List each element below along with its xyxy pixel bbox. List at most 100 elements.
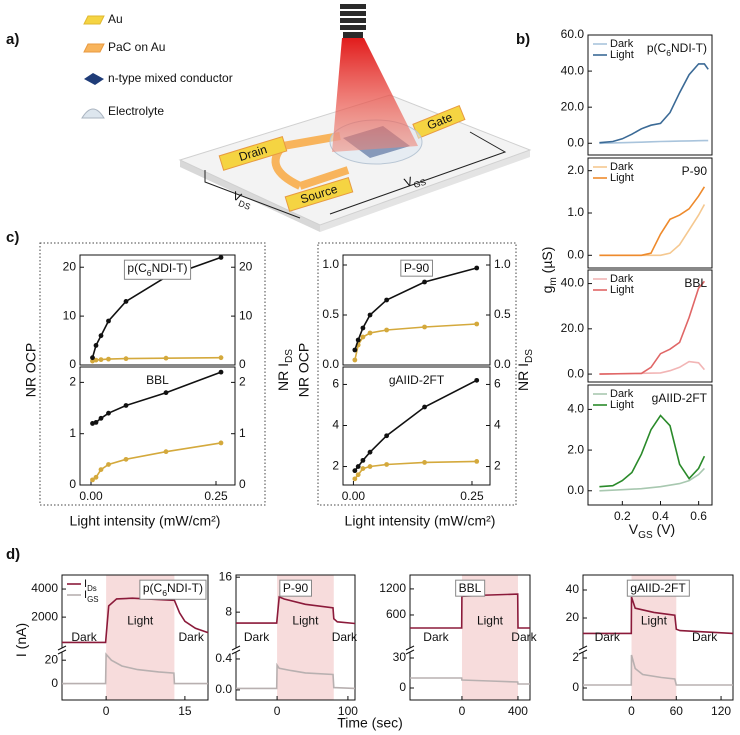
data-point (106, 462, 111, 467)
x-tick-label: 60 (670, 704, 684, 718)
data-point (90, 477, 95, 483)
data-point (218, 255, 224, 260)
title-box (400, 259, 433, 277)
text-part: I (84, 578, 87, 590)
y-tick-label: 600 (386, 607, 406, 621)
text-part: V (629, 521, 639, 537)
pad (218, 135, 288, 171)
y2-tick-label: 0.4 (215, 651, 232, 665)
annotation: Light (127, 614, 154, 628)
y2-tick-label: 20 (239, 259, 253, 273)
text-part: I (nA) (13, 623, 29, 657)
data-point (106, 318, 111, 324)
data-point (474, 377, 480, 383)
vgs-label: VGS (403, 170, 428, 193)
series-line (583, 654, 733, 686)
legend-label: Light (610, 172, 634, 184)
data-point (355, 337, 361, 343)
y-tick-label: 2.0 (567, 442, 584, 456)
y-tick-label: 1200 (379, 581, 406, 595)
y2-tick-label: 0 (399, 680, 406, 694)
y-tick-label: 0 (69, 357, 76, 371)
y-tick-label: 0.0 (567, 135, 584, 149)
data-point (384, 462, 390, 467)
data-point (474, 321, 480, 327)
x-tick-label: 0.00 (342, 489, 366, 503)
y2-tick-label: 0 (572, 680, 579, 694)
y-tick-label: 2000 (31, 609, 58, 623)
y2-tick-label: 0.0 (215, 682, 232, 696)
y-tick-label: 40.0 (561, 63, 585, 77)
drain-pad: Drain (218, 135, 288, 171)
data-point (106, 356, 111, 362)
y-tick-label: 20 (566, 610, 580, 624)
data-point (123, 403, 129, 408)
x-axis-label: Light intensity (mW/cm²) (70, 513, 221, 529)
data-point (106, 410, 111, 416)
y-axis-label: gm (µS) (539, 247, 559, 294)
text-part: NDI-T) (167, 581, 203, 595)
legend-text: Au (108, 12, 123, 26)
data-point (163, 449, 169, 455)
data-point (367, 449, 373, 455)
data-point (384, 327, 390, 333)
annotation: Dark (71, 630, 97, 644)
axis-break-gap (581, 648, 585, 652)
pad (284, 176, 354, 212)
data-point (422, 404, 427, 410)
series-line (599, 360, 706, 375)
axis-break-gap (408, 648, 412, 652)
data-point (163, 390, 169, 396)
y-tick-label: 1.0 (567, 205, 584, 219)
x-tick-label: 100 (338, 704, 358, 718)
y-tick-label: 1 (69, 426, 76, 440)
x-tick-label: 0.4 (652, 509, 669, 523)
y-tick-label: 40.0 (561, 276, 585, 290)
group-frame (39, 242, 266, 506)
conductor-swatch (84, 73, 104, 85)
data-point (352, 476, 358, 482)
plot-frame (587, 269, 713, 383)
text-part: NDI-T) (152, 261, 188, 275)
y-tick-label: 6 (332, 377, 339, 391)
data-point (93, 474, 99, 480)
data-point (367, 464, 373, 469)
data-point (422, 324, 427, 330)
data-point (474, 265, 480, 271)
data-point (422, 279, 427, 285)
title-box (123, 259, 192, 280)
device-diagram: Au PaC on Au n-type mixed conductor Elec… (81, 4, 532, 232)
legend-label: Dark (610, 273, 634, 285)
light-beam (332, 38, 418, 152)
plot-frame (587, 34, 713, 156)
plot-frame (79, 254, 236, 366)
data-point (90, 355, 95, 361)
text-part: I (84, 589, 87, 601)
text-part: DS (237, 198, 252, 212)
series-line (236, 662, 356, 690)
data-point (360, 334, 366, 340)
substrate-side (320, 150, 530, 232)
y2-tick-label: 0 (239, 357, 246, 371)
y2-tick-label: 4 (494, 418, 501, 432)
plot-frame (79, 366, 236, 486)
x-axis-label: Light intensity (mW/cm²) (345, 513, 496, 529)
data-point (384, 297, 390, 303)
y-tick-label: 8 (225, 604, 232, 618)
text-part: p(C (127, 261, 147, 275)
legend-label: Light (610, 49, 634, 61)
data-point (123, 456, 129, 462)
text-part: p(C (143, 581, 163, 595)
chart-title: gAIID-2FT (630, 581, 686, 595)
text-part: GS (412, 177, 427, 190)
data-point (355, 472, 361, 478)
series-line (92, 356, 222, 362)
series-line (62, 652, 208, 685)
y-tick-label: 0.5 (322, 307, 339, 321)
legend-label: Dark (610, 388, 634, 400)
lamp (340, 4, 366, 38)
data-point (360, 457, 366, 463)
text-part: GS (638, 530, 653, 541)
